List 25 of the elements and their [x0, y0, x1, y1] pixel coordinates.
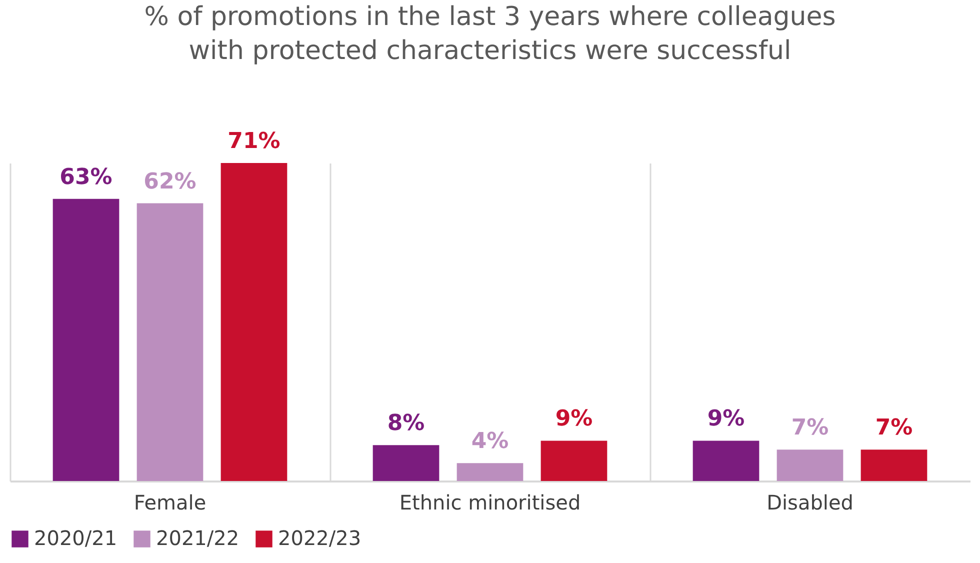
x-tick-label: Disabled — [766, 490, 854, 514]
bar — [456, 463, 524, 481]
bar — [860, 450, 928, 481]
bar — [136, 203, 204, 481]
data-label: 9% — [555, 406, 593, 432]
legend-label: 2020/21 — [34, 526, 118, 550]
bar — [540, 440, 608, 481]
bar — [52, 198, 120, 481]
data-label: 8% — [387, 411, 425, 436]
data-label: 63% — [60, 164, 112, 190]
bar — [692, 440, 760, 481]
legend-label: 2022/23 — [278, 526, 362, 550]
data-label: 9% — [707, 406, 745, 432]
data-label: 62% — [144, 169, 196, 194]
data-label: 7% — [875, 416, 913, 441]
x-tick-label: Ethnic minoritised — [399, 490, 581, 514]
bar — [220, 163, 288, 481]
data-label: 7% — [791, 416, 829, 441]
chart-title: % of promotions in the last 3 years where colleagues with protected characteristics were successful — [144, 2, 836, 66]
bar — [372, 445, 440, 481]
bar — [776, 450, 844, 481]
data-label: 71% — [228, 129, 280, 154]
x-tick-label: Female — [134, 490, 206, 514]
data-label: 4% — [471, 429, 509, 454]
legend-label: 2021/22 — [156, 526, 240, 550]
